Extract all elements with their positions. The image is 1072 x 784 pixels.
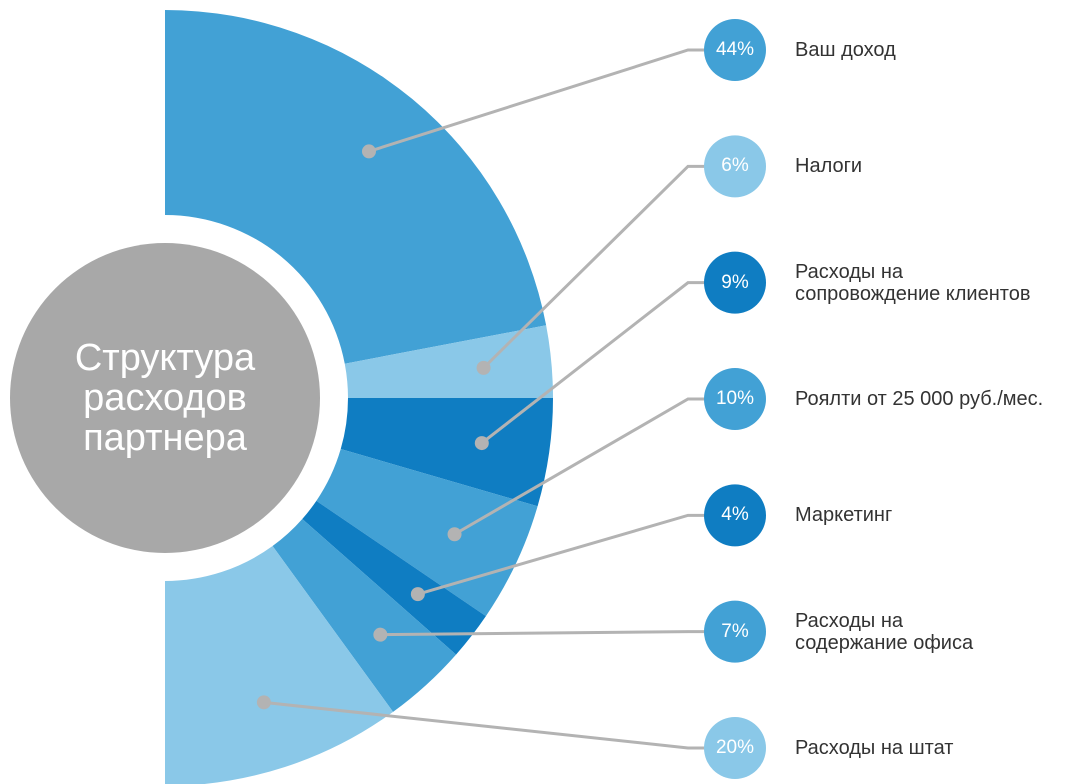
value-label: 4% (721, 504, 749, 526)
value-label: 9% (721, 271, 749, 293)
segment (302, 500, 486, 655)
legend-label: Налоги (795, 155, 863, 178)
legend-label: Расходы на штат (795, 737, 954, 759)
value-label: 6% (721, 155, 749, 177)
legend-circle (704, 717, 766, 779)
legend-label: Расходы на сопровождение клиентов (795, 260, 1031, 305)
segment (165, 10, 547, 364)
legend-circle (704, 19, 766, 81)
legend-label: Роялти от 25 000 руб./мес. (795, 388, 1044, 410)
legend-circle (704, 135, 766, 198)
legend-circle (704, 368, 766, 430)
legend-label: Расходы на содержание офиса (795, 609, 974, 654)
legend-circle (704, 600, 766, 663)
value-label: 10% (715, 388, 755, 409)
connector-dot (410, 587, 425, 602)
legend-circle (704, 251, 766, 314)
segment (272, 519, 457, 712)
center-circle (10, 243, 320, 553)
value-label: 7% (721, 620, 749, 642)
value-label: 44% (715, 39, 755, 60)
connector-dot (256, 695, 271, 710)
legend-label: Маркетинг (795, 504, 893, 527)
connector-dot (361, 144, 376, 159)
segment (340, 398, 553, 507)
chart-title: Структура расходов партнера (74, 337, 256, 459)
value-label: 20% (715, 737, 755, 758)
connector-dot (373, 627, 388, 642)
legend-label: Ваш доход (795, 39, 896, 61)
segment (344, 325, 553, 398)
connector-dot (476, 360, 491, 375)
connector-dot (474, 436, 489, 451)
connector-dot (447, 527, 462, 542)
legend-circle (704, 484, 766, 547)
segment (165, 546, 394, 784)
